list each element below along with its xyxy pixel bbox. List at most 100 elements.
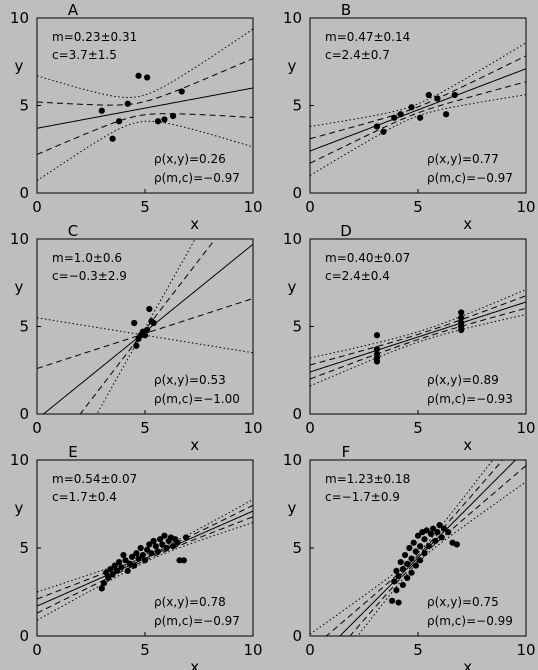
y-tick-label: 5 bbox=[19, 539, 29, 557]
data-point bbox=[180, 557, 187, 564]
plot-area bbox=[37, 239, 253, 414]
x-tick-label: 0 bbox=[305, 198, 315, 216]
data-point bbox=[161, 532, 168, 539]
plot-area bbox=[310, 460, 526, 636]
data-point bbox=[373, 332, 381, 339]
data-point bbox=[412, 548, 419, 555]
rho-xy-annotation: ρ(x,y)=0.26 bbox=[154, 152, 226, 166]
x-tick-label: 10 bbox=[516, 641, 535, 659]
data-point bbox=[98, 107, 105, 114]
data-point bbox=[144, 546, 151, 553]
data-point bbox=[408, 569, 415, 576]
panel-letter: C bbox=[68, 222, 78, 240]
data-point bbox=[408, 555, 415, 562]
plot-area bbox=[310, 288, 526, 387]
data-point bbox=[425, 91, 432, 99]
data-point bbox=[115, 558, 123, 566]
data-point bbox=[458, 309, 465, 316]
panel-letter: E bbox=[68, 443, 77, 461]
y-tick-label: 5 bbox=[19, 97, 29, 115]
data-point bbox=[161, 116, 168, 123]
data-point bbox=[122, 557, 129, 564]
outer-band-lower bbox=[310, 314, 526, 387]
data-point bbox=[150, 319, 157, 327]
outer-band-lower bbox=[37, 120, 253, 182]
data-point bbox=[105, 574, 112, 582]
rho-xy-annotation: ρ(x,y)=0.89 bbox=[427, 373, 499, 387]
data-point bbox=[157, 536, 164, 543]
data-point bbox=[421, 536, 428, 543]
confidence-band-upper bbox=[325, 460, 504, 636]
plot-frame bbox=[309, 238, 527, 415]
confidence-band-lower bbox=[310, 81, 526, 164]
data-point bbox=[397, 111, 404, 118]
y-tick-label: 0 bbox=[292, 405, 302, 423]
data-point bbox=[380, 128, 387, 135]
y-tick-label: 0 bbox=[19, 184, 29, 202]
outer-band-upper bbox=[37, 499, 253, 593]
x-axis-label: x bbox=[463, 215, 472, 233]
data-point bbox=[98, 585, 105, 592]
data-point bbox=[144, 74, 151, 81]
panel-letter: A bbox=[68, 1, 79, 19]
y-axis-label: y bbox=[15, 499, 24, 517]
x-tick-label: 5 bbox=[140, 198, 150, 216]
plot-area bbox=[37, 499, 253, 621]
rho-xy-annotation: ρ(x,y)=0.75 bbox=[427, 595, 499, 609]
y-tick-label: 10 bbox=[283, 230, 302, 248]
rho-mc-annotation: ρ(m,c)=−0.97 bbox=[154, 614, 240, 628]
rho-mc-annotation: ρ(m,c)=−0.99 bbox=[427, 614, 513, 628]
data-point bbox=[169, 543, 177, 550]
data-point bbox=[399, 581, 406, 589]
data-point bbox=[109, 571, 116, 578]
y-tick-label: 5 bbox=[19, 318, 29, 336]
rho-mc-annotation: ρ(m,c)=−0.93 bbox=[427, 392, 513, 406]
x-tick-label: 0 bbox=[305, 419, 315, 437]
outer-band-upper bbox=[310, 288, 526, 359]
data-point bbox=[135, 555, 142, 562]
y-tick-label: 0 bbox=[19, 405, 29, 423]
rho-xy-annotation: ρ(x,y)=0.53 bbox=[154, 373, 226, 387]
data-point bbox=[373, 358, 381, 365]
data-point bbox=[458, 314, 465, 321]
rho-xy-annotation: ρ(x,y)=0.77 bbox=[427, 152, 499, 166]
data-point bbox=[423, 527, 430, 534]
confidence-band-lower bbox=[37, 113, 253, 155]
data-point bbox=[388, 597, 396, 604]
y-axis-label: y bbox=[288, 278, 297, 296]
slope-annotation: m=0.23±0.31 bbox=[52, 30, 137, 44]
data-point bbox=[152, 543, 159, 550]
data-point bbox=[120, 551, 127, 559]
x-axis-label: x bbox=[190, 658, 199, 670]
x-tick-label: 10 bbox=[516, 419, 535, 437]
data-point bbox=[176, 557, 183, 564]
intercept-annotation: c=−1.7±0.9 bbox=[325, 490, 400, 504]
fit-line bbox=[310, 301, 526, 373]
data-point bbox=[159, 541, 166, 548]
data-point bbox=[417, 114, 424, 121]
plot-frame bbox=[309, 17, 527, 194]
fit-line bbox=[37, 87, 253, 129]
data-point bbox=[440, 525, 448, 532]
data-point bbox=[113, 567, 121, 574]
data-point bbox=[434, 529, 441, 536]
x-tick-label: 0 bbox=[32, 641, 42, 659]
panel-d: 0 5 10 0 5 10 x y Dm=0.40±0.07 c=2.4±0.4 ρ(x,y)=0.… bbox=[283, 222, 536, 454]
plot-frame bbox=[36, 238, 254, 415]
x-tick-label: 10 bbox=[243, 419, 262, 437]
data-point bbox=[124, 567, 131, 574]
x-tick-label: 5 bbox=[413, 641, 423, 659]
data-point bbox=[417, 543, 424, 550]
x-axis-label: x bbox=[463, 436, 472, 454]
data-point bbox=[169, 112, 177, 120]
slope-annotation: m=0.54±0.07 bbox=[52, 472, 137, 486]
y-tick-label: 10 bbox=[283, 9, 302, 27]
x-tick-label: 5 bbox=[140, 641, 150, 659]
data-point bbox=[414, 532, 422, 539]
y-tick-label: 0 bbox=[19, 627, 29, 645]
plot-frame bbox=[36, 17, 254, 194]
rho-mc-annotation: ρ(m,c)=−0.97 bbox=[154, 171, 240, 185]
data-point bbox=[150, 537, 157, 545]
data-point bbox=[393, 587, 400, 594]
data-point bbox=[107, 566, 114, 573]
